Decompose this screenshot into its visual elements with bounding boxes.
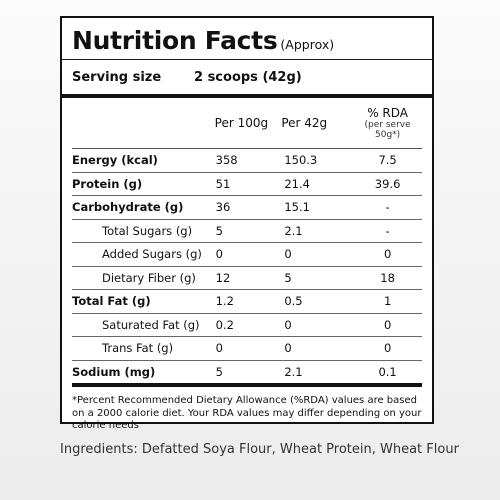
- value-per100: 12: [213, 266, 281, 290]
- value-per42: 15.1: [280, 195, 354, 220]
- table-header-row: Per 100g Per 42g % RDA (per serve 50g*): [72, 98, 422, 149]
- value-rda: -: [353, 219, 422, 243]
- value-rda: 0: [353, 336, 422, 361]
- value-per100: 36: [213, 195, 281, 220]
- table-row: Dietary Fiber (g) 12 5 18: [72, 266, 422, 290]
- value-rda: 0: [353, 313, 422, 337]
- table-row: Saturated Fat (g) 0.2 0 0: [72, 313, 422, 337]
- value-rda: 7.5: [353, 148, 422, 173]
- value-per100: 358: [213, 148, 281, 173]
- nutrient-name: Protein (g): [72, 172, 214, 196]
- nutrient-name: Saturated Fat (g): [72, 313, 214, 337]
- nutrient-name: Trans Fat (g): [72, 336, 214, 361]
- serving-size-label: Serving size: [72, 69, 162, 85]
- header-per100: Per 100g: [213, 98, 281, 149]
- value-per100: 0: [213, 242, 281, 267]
- value-per100: 0.2: [213, 313, 281, 337]
- rda-footnote: *Percent Recommended Dietary Allowance (…: [72, 395, 422, 431]
- value-rda: 39.6: [353, 172, 422, 196]
- value-per100: 5: [213, 219, 281, 243]
- value-per42: 21.4: [280, 172, 354, 196]
- value-per100: 5: [213, 360, 281, 387]
- nutrient-name: Carbohydrate (g): [72, 195, 214, 220]
- ingredients-text: Ingredients: Defatted Soya Flour, Wheat …: [60, 442, 459, 457]
- title-row: Nutrition Facts (Approx): [62, 18, 432, 60]
- table-row: Total Sugars (g) 5 2.1 -: [72, 219, 422, 243]
- value-per42: 2.1: [280, 219, 354, 243]
- label-title: Nutrition Facts: [72, 26, 278, 55]
- value-per42: 0: [280, 336, 354, 361]
- value-rda: 1: [353, 289, 422, 314]
- title-note: (Approx): [280, 37, 335, 52]
- nutrient-name: Total Fat (g): [72, 289, 214, 314]
- value-per42: 150.3: [280, 148, 354, 173]
- nutrition-facts-label: Nutrition Facts (Approx) Serving size 2 …: [60, 16, 434, 431]
- serving-size-row: Serving size 2 scoops (42g): [62, 60, 432, 98]
- nutrient-name: Sodium (mg): [72, 360, 214, 387]
- value-per42: 0.5: [280, 289, 354, 314]
- nutrient-name: Energy (kcal): [72, 148, 214, 173]
- value-per42: 0: [280, 313, 354, 337]
- table-row: Trans Fat (g) 0 0 0: [72, 336, 422, 361]
- nutrition-table: Per 100g Per 42g % RDA (per serve 50g*) …: [72, 98, 422, 387]
- value-per100: 0: [213, 336, 281, 361]
- value-rda: 18: [353, 266, 422, 290]
- value-per100: 1.2: [213, 289, 281, 314]
- nutrient-name: Added Sugars (g): [72, 242, 214, 267]
- value-per42: 5: [280, 266, 354, 290]
- value-rda: 0: [353, 242, 422, 267]
- table-row: Energy (kcal) 358 150.3 7.5: [72, 148, 422, 173]
- value-rda: -: [353, 195, 422, 220]
- value-per42: 2.1: [280, 360, 354, 387]
- table-row: Added Sugars (g) 0 0 0: [72, 242, 422, 267]
- header-rda-note: (per serve 50g*): [364, 119, 411, 140]
- table-row: Sodium (mg) 5 2.1 0.1: [72, 360, 422, 387]
- nutrient-name: Dietary Fiber (g): [72, 266, 214, 290]
- header-rda-title: % RDA: [367, 105, 408, 120]
- header-per42: Per 42g: [280, 98, 354, 149]
- serving-size-value: 2 scoops (42g): [194, 69, 302, 85]
- value-rda: 0.1: [353, 360, 422, 387]
- value-per100: 51: [213, 172, 281, 196]
- value-per42: 0: [280, 242, 354, 267]
- nutrient-name: Total Sugars (g): [72, 219, 214, 243]
- header-rda: % RDA (per serve 50g*): [353, 98, 422, 149]
- table-row: Carbohydrate (g) 36 15.1 -: [72, 195, 422, 220]
- table-row: Total Fat (g) 1.2 0.5 1: [72, 289, 422, 314]
- header-nutrient: [72, 98, 214, 149]
- table-row: Protein (g) 51 21.4 39.6: [72, 172, 422, 196]
